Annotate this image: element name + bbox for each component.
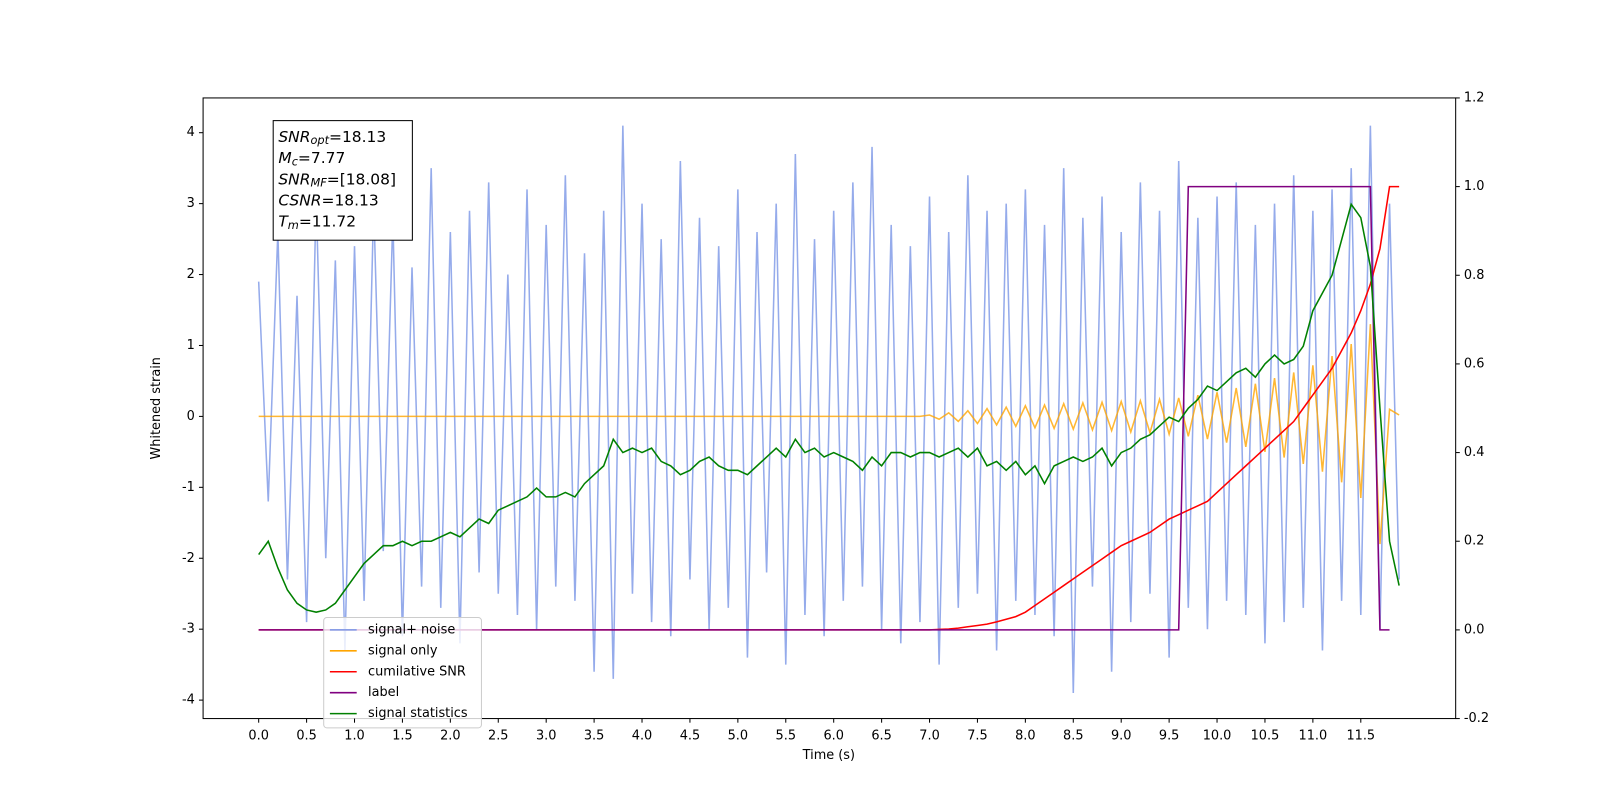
y-tick-label: -2	[182, 551, 195, 566]
annotation-value: =7.77	[298, 149, 345, 167]
x-tick-label: 11.5	[1346, 729, 1375, 744]
y-tick-label: 0	[187, 409, 195, 424]
x-tick-label: 9.5	[1159, 729, 1179, 744]
x-tick-label: 7.0	[919, 729, 939, 744]
x-tick-label: 8.5	[1063, 729, 1083, 744]
y-tick-label: -3	[182, 622, 195, 637]
annotation-frame	[272, 120, 413, 241]
annotation-value: =[18.08]	[327, 170, 396, 188]
y2-tick-label: 0.8	[1464, 268, 1484, 283]
y2-tick-label: 0.0	[1464, 622, 1484, 637]
x-tick-label: 1.5	[392, 729, 412, 744]
x-tick-label: 8.0	[1015, 729, 1035, 744]
annotation-box: SNRopt=18.13Mc=7.77SNRMF=[18.08]CSNR=18.…	[272, 120, 413, 241]
annotation-subscript: MF	[310, 176, 327, 190]
legend-label: label	[368, 685, 399, 700]
annotation-subscript: opt	[310, 133, 329, 147]
y-tick-label: 3	[187, 196, 195, 211]
y2-tick-label: -0.2	[1464, 711, 1489, 726]
plot-area	[257, 125, 1400, 694]
x-tick-label: 3.0	[536, 729, 556, 744]
annotation-subscript: m	[288, 218, 299, 232]
legend-label: signal statistics	[368, 706, 468, 721]
annotation-symbol: T	[278, 212, 289, 230]
x-tick-label: 5.5	[776, 729, 796, 744]
annotation: CSNR=18.13	[278, 191, 378, 209]
y-tick-label: 4	[187, 125, 195, 140]
legend-label: cumilative SNR	[368, 664, 466, 679]
y-axis-label: Whitened strain	[149, 357, 164, 459]
x-tick-label: 7.5	[967, 729, 987, 744]
y-tick-label: 1	[187, 338, 195, 353]
y2-tick-label: 0.2	[1464, 534, 1484, 549]
annotation: Tm=11.72	[278, 212, 356, 232]
series-line	[258, 324, 1400, 545]
annotation-symbol: SNR	[278, 128, 310, 146]
annotation-value: =18.13	[329, 128, 386, 146]
axes-frame	[202, 97, 1457, 720]
series-line	[257, 125, 1400, 694]
annotation: SNRopt=18.13	[278, 128, 386, 148]
y-tick-label: -1	[182, 480, 195, 495]
annotation: Mc=7.77	[278, 149, 345, 169]
y2-tick-label: 0.6	[1464, 356, 1484, 371]
y-tick-label: 2	[187, 267, 195, 282]
y-tick-label: -4	[182, 693, 195, 708]
annotation-value: =11.72	[299, 212, 356, 230]
x-tick-label: 1.0	[344, 729, 364, 744]
x-tick-label: 4.5	[680, 729, 700, 744]
y2-tick-label: 1.2	[1464, 90, 1484, 105]
legend-label: signal+ noise	[368, 622, 455, 637]
y2-tick-label: 0.4	[1464, 445, 1484, 460]
legend-frame	[323, 617, 482, 729]
x-tick-label: 0.0	[248, 729, 268, 744]
x-tick-label: 2.5	[488, 729, 508, 744]
annotation-symbol: CSNR	[278, 191, 321, 209]
x-tick-label: 4.0	[632, 729, 652, 744]
x-tick-label: 0.5	[296, 729, 316, 744]
y2-tick-label: 1.0	[1464, 179, 1484, 194]
x-tick-label: 6.5	[871, 729, 891, 744]
x-tick-label: 10.5	[1251, 729, 1280, 744]
x-tick-label: 10.0	[1203, 729, 1232, 744]
annotation-subscript: c	[292, 154, 299, 168]
legend-label: signal only	[368, 643, 438, 658]
x-tick-label: 2.0	[440, 729, 460, 744]
x-tick-label: 11.0	[1299, 729, 1328, 744]
x-tick-label: 5.0	[728, 729, 748, 744]
x-tick-label: 6.0	[823, 729, 843, 744]
annotation-value: =18.13	[322, 191, 379, 209]
legend: signal+ noise signal only cumilative SNR la…	[323, 617, 482, 729]
x-tick-label: 9.0	[1111, 729, 1131, 744]
annotation: SNRMF=[18.08]	[278, 170, 396, 190]
series-line	[258, 202, 1400, 613]
annotation-symbol: M	[278, 149, 291, 167]
x-axis-label: Time (s)	[802, 748, 855, 763]
annotation-symbol: SNR	[278, 170, 310, 188]
x-tick-label: 3.5	[584, 729, 604, 744]
